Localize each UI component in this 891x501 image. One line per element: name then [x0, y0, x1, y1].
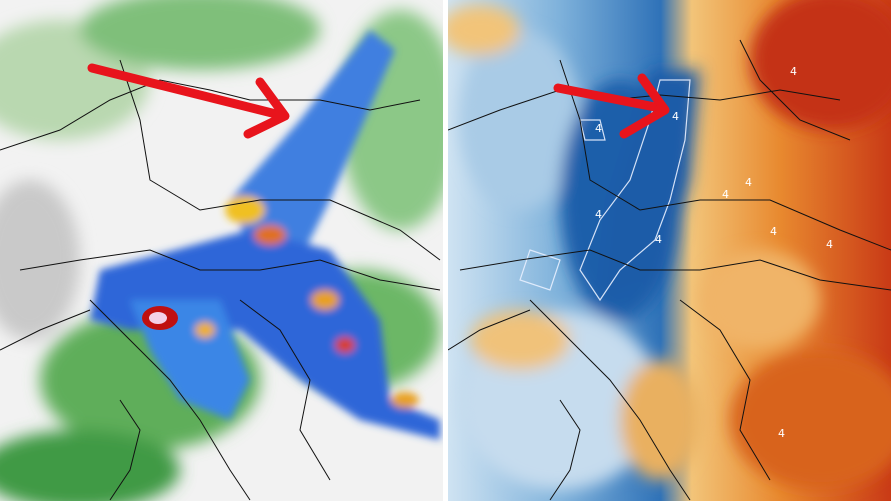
contour-label: 4: [672, 110, 679, 123]
contour-label: 4: [790, 65, 797, 78]
contour-label: 4: [595, 208, 602, 221]
right-panel: 4 4 4 4 4 4 4 4 4 4: [448, 0, 891, 501]
contour-label: 4: [655, 233, 662, 246]
arrow: [87, 63, 290, 139]
contour-label: 4: [826, 238, 833, 251]
contour-label: 4: [770, 225, 777, 238]
contour-label: 4: [595, 122, 602, 135]
left-panel: [0, 0, 443, 501]
contour-label: 4: [778, 427, 785, 440]
arrow: [553, 73, 670, 139]
contour-label: 4: [722, 188, 729, 201]
contour-label: 4: [745, 176, 752, 189]
